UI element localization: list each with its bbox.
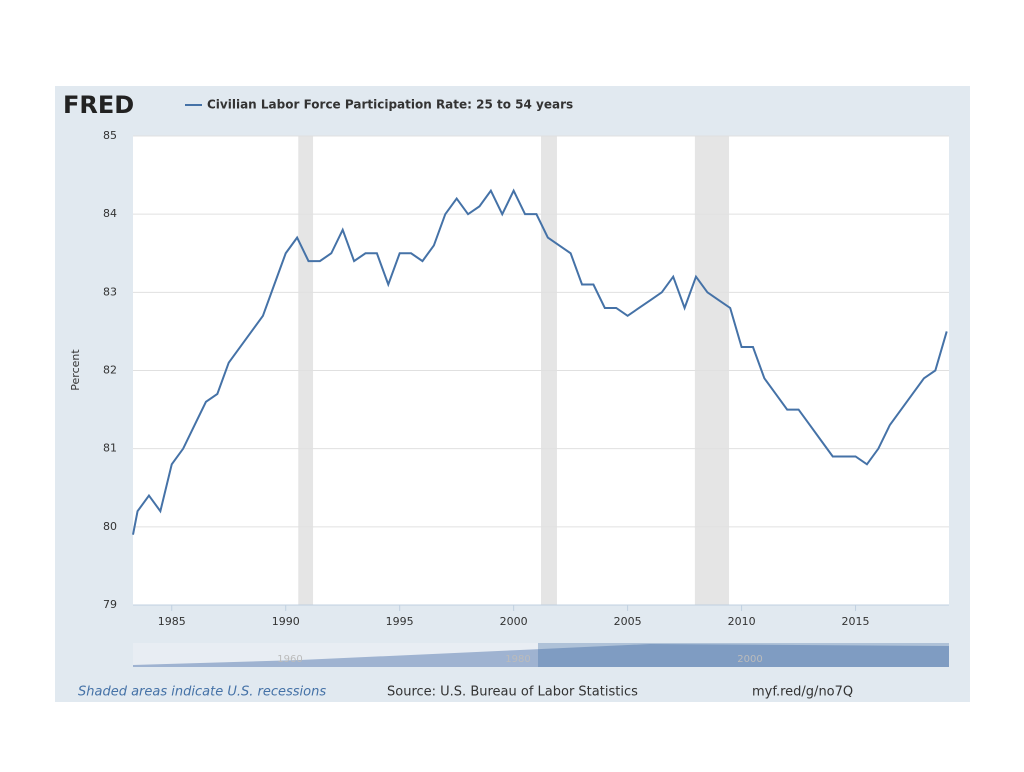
y-tick-label: 85 bbox=[103, 129, 117, 142]
navigator-label: 1960 bbox=[277, 654, 302, 665]
x-tick-label: 2005 bbox=[614, 615, 642, 628]
series-line bbox=[132, 188, 948, 535]
y-axis-label: Percent bbox=[69, 349, 82, 391]
logo: FRED bbox=[63, 91, 134, 119]
y-tick-label: 80 bbox=[103, 520, 117, 533]
navigator-area bbox=[133, 644, 949, 667]
y-tick-label: 82 bbox=[103, 364, 117, 377]
navigator-label: 1980 bbox=[505, 654, 530, 665]
y-tick-label: 79 bbox=[103, 598, 117, 611]
navigator-selection bbox=[538, 643, 949, 667]
x-tick-label: 2000 bbox=[500, 615, 528, 628]
y-tick-label: 81 bbox=[103, 442, 117, 455]
source: Source: U.S. Bureau of Labor Statistics bbox=[387, 685, 638, 700]
y-tick-label: 83 bbox=[103, 285, 117, 298]
navigator-label: 2000 bbox=[737, 654, 762, 665]
x-tick-label: 2010 bbox=[728, 615, 756, 628]
recession-note: Shaded areas indicate U.S. recessions bbox=[78, 685, 326, 700]
x-tick-label: 2015 bbox=[842, 615, 870, 628]
x-tick-label: 1990 bbox=[272, 615, 300, 628]
link[interactable]: myf.red/g/no7Q bbox=[752, 685, 853, 700]
x-tick-label: 1985 bbox=[158, 615, 186, 628]
legend-label: Civilian Labor Force Participation Rate:… bbox=[207, 98, 573, 112]
x-tick-label: 1995 bbox=[386, 615, 414, 628]
y-tick-label: 84 bbox=[103, 207, 117, 220]
